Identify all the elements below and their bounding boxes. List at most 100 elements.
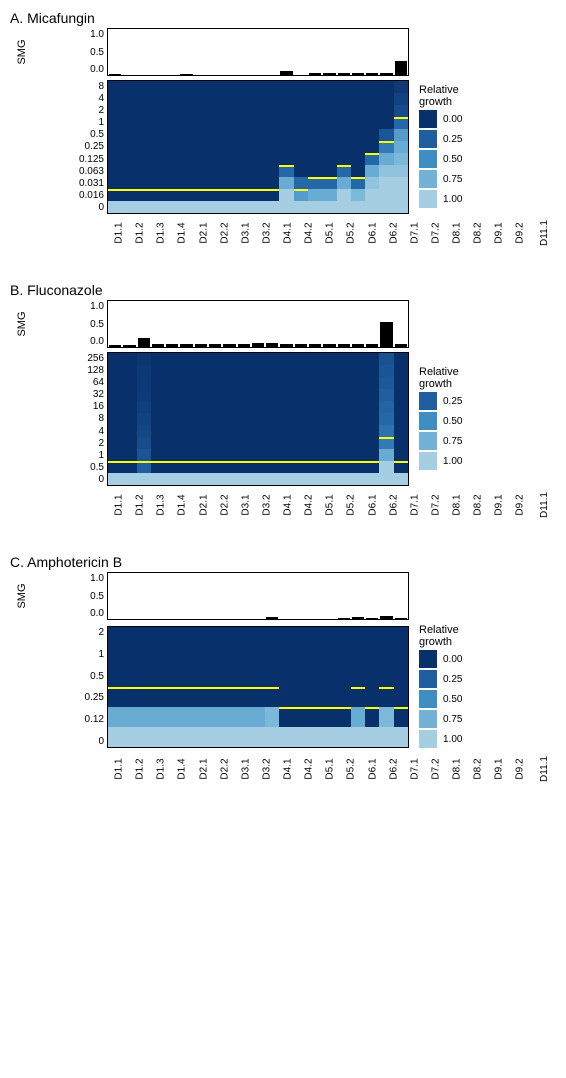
mic-marker <box>365 707 379 709</box>
heat-cell <box>179 687 193 707</box>
heat-cell <box>151 129 165 141</box>
heat-cell <box>365 377 379 389</box>
heat-cell <box>279 667 293 687</box>
legend-swatch <box>419 452 437 470</box>
heat-cell <box>279 93 293 105</box>
heat-cell <box>365 449 379 461</box>
heat-cell <box>351 153 365 165</box>
heat-cell <box>179 81 193 93</box>
heat-cell <box>308 727 322 747</box>
heat-cell <box>265 377 279 389</box>
heat-cell <box>394 437 408 449</box>
heat-cell <box>194 377 208 389</box>
heat-cell <box>294 647 308 667</box>
mic-marker <box>308 707 322 709</box>
heat-cell <box>265 401 279 413</box>
mic-marker <box>108 189 122 191</box>
heat-cell <box>308 707 322 727</box>
heat-cell <box>137 437 151 449</box>
heat-cell <box>208 201 222 213</box>
mic-marker <box>294 707 308 709</box>
heat-cell <box>137 687 151 707</box>
heat-cell <box>337 201 351 213</box>
mic-ytick: 0 <box>34 202 104 213</box>
heat-cell <box>237 707 251 727</box>
mic-ytick: 2 <box>34 438 104 449</box>
heat-cell <box>265 473 279 485</box>
heat-cell <box>151 105 165 117</box>
heat-cell <box>194 425 208 437</box>
heat-cell <box>351 201 365 213</box>
smg-barchart <box>107 572 409 620</box>
legend-row: 1.00 <box>419 452 462 470</box>
heat-cell <box>122 129 136 141</box>
heat-cell <box>208 365 222 377</box>
heat-cell <box>265 667 279 687</box>
heat-cell <box>222 473 236 485</box>
heat-cell <box>122 177 136 189</box>
legend-value: 0.25 <box>443 134 462 145</box>
heat-cell <box>308 129 322 141</box>
heat-cell <box>265 727 279 747</box>
heat-cell <box>222 401 236 413</box>
heat-cell <box>394 727 408 747</box>
heat-cell <box>251 727 265 747</box>
heat-row-line <box>108 129 408 141</box>
heat-cell <box>351 93 365 105</box>
heat-cell <box>308 377 322 389</box>
heat-cell <box>265 177 279 189</box>
heat-cell <box>379 81 393 93</box>
heat-row-line <box>108 105 408 117</box>
heat-cell <box>137 377 151 389</box>
heat-cell <box>265 647 279 667</box>
mic-marker <box>251 461 265 463</box>
heatmap <box>107 626 409 748</box>
smg-row: SMG0.00.51.0 <box>10 300 556 348</box>
heat-cell <box>294 461 308 473</box>
heat-cell <box>108 461 122 473</box>
heat-cell <box>137 189 151 201</box>
panel-title: C. Amphotericin B <box>10 554 556 570</box>
heat-cell <box>237 377 251 389</box>
heat-cell <box>165 401 179 413</box>
heat-cell <box>222 93 236 105</box>
heat-cell <box>279 129 293 141</box>
heat-row-line <box>108 165 408 177</box>
heat-cell <box>208 687 222 707</box>
heat-cell <box>208 105 222 117</box>
heat-cell <box>122 647 136 667</box>
heat-cell <box>237 667 251 687</box>
smg-bar <box>352 617 364 619</box>
heat-cell <box>294 93 308 105</box>
heat-cell <box>194 437 208 449</box>
heat-cell <box>279 81 293 93</box>
heat-cell <box>265 425 279 437</box>
heat-cell <box>237 201 251 213</box>
heat-cell <box>237 353 251 365</box>
heat-cell <box>208 727 222 747</box>
heat-cell <box>208 177 222 189</box>
heat-cell <box>337 687 351 707</box>
legend-row: 0.75 <box>419 710 462 728</box>
heat-cell <box>151 353 165 365</box>
heat-cell <box>137 413 151 425</box>
heat-cell <box>351 401 365 413</box>
heat-cell <box>251 153 265 165</box>
heat-cell <box>179 667 193 687</box>
heat-cell <box>322 141 336 153</box>
heat-cell <box>379 365 393 377</box>
heat-cell <box>351 437 365 449</box>
heat-cell <box>337 93 351 105</box>
heat-cell <box>222 727 236 747</box>
legend-swatch <box>419 690 437 708</box>
heat-cell <box>279 707 293 727</box>
mic-ytick: 0.063 <box>34 166 104 177</box>
smg-label: SMG <box>0 312 45 336</box>
heat-cell <box>122 667 136 687</box>
heat-cell <box>151 117 165 129</box>
smg-bar <box>166 344 178 347</box>
heat-cell <box>108 687 122 707</box>
heat-cell <box>179 201 193 213</box>
heat-cell <box>122 449 136 461</box>
heat-cell <box>179 165 193 177</box>
